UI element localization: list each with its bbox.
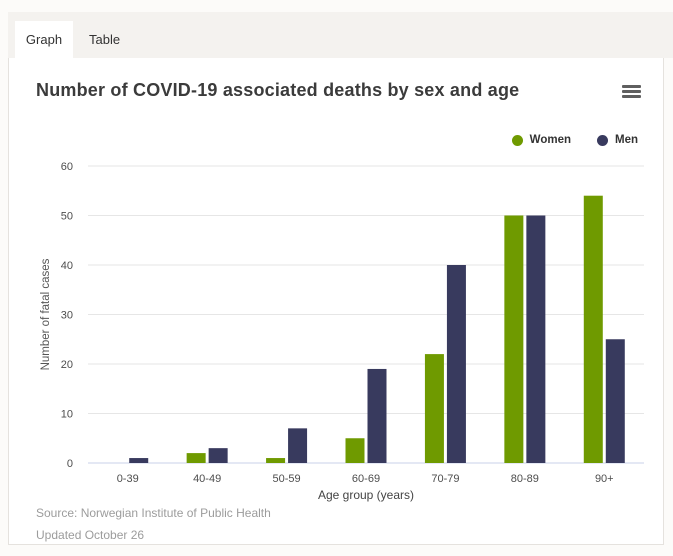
x-tick-label: 70-79 — [431, 473, 459, 485]
x-tick-label: 80-89 — [511, 473, 539, 485]
bar-men-70-79[interactable] — [446, 265, 466, 463]
bar-women-40-49[interactable] — [186, 453, 206, 463]
y-tick-label: 50 — [61, 211, 73, 223]
bar-men-90+[interactable] — [605, 339, 625, 463]
tab-table[interactable]: Table — [89, 32, 121, 47]
bar-women-50-59[interactable] — [266, 458, 286, 463]
tab-graph[interactable]: Graph — [15, 21, 73, 58]
y-tick-label: 10 — [61, 409, 73, 421]
chart-title: Number of COVID-19 associated deaths by … — [36, 80, 520, 100]
chart-legend: Women Men — [511, 134, 638, 146]
hamburger-menu-icon[interactable] — [622, 85, 641, 98]
legend-item-women[interactable]: Women — [511, 134, 571, 146]
women-series-dot-icon — [511, 134, 523, 146]
y-tick-label: 20 — [61, 359, 73, 371]
legend-label-women: Women — [529, 134, 571, 146]
y-tick-label: 60 — [61, 161, 73, 173]
tab-bar: Graph Table — [8, 12, 673, 58]
chart-footer: Source: Norwegian Institute of Public He… — [36, 502, 271, 546]
legend-label-men: Men — [615, 134, 638, 146]
y-tick-label: 40 — [61, 260, 73, 272]
bar-chart: 0 10 20 30 40 50 60 0-39 40-49 50-59 60-69 70-79 80-… — [40, 161, 644, 502]
bar-women-90+[interactable] — [583, 195, 603, 463]
x-tick-label: 60-69 — [352, 473, 380, 485]
bar-men-80-89[interactable] — [526, 215, 546, 464]
x-tick-label: 90+ — [595, 473, 614, 485]
bar-men-0-39[interactable] — [129, 458, 149, 463]
y-tick-label: 0 — [67, 458, 73, 470]
bar-women-70-79[interactable] — [424, 354, 444, 463]
men-series-dot-icon — [597, 134, 608, 146]
chart-panel: Number of COVID-19 associated deaths by … — [8, 58, 664, 545]
x-tick-label: 40-49 — [193, 473, 221, 485]
bar-women-80-89[interactable] — [504, 215, 524, 464]
x-axis-title: Age group (years) — [318, 488, 414, 502]
legend-item-men[interactable]: Men — [597, 134, 638, 146]
bar-men-60-69[interactable] — [367, 368, 387, 463]
bar-women-60-69[interactable] — [345, 438, 365, 463]
x-tick-label: 0-39 — [117, 473, 139, 485]
x-tick-label: 50-59 — [273, 473, 301, 485]
y-tick-label: 30 — [61, 310, 73, 322]
bar-men-40-49[interactable] — [208, 448, 228, 463]
bar-men-50-59[interactable] — [288, 428, 308, 463]
source-text: Source: Norwegian Institute of Public He… — [36, 506, 271, 520]
updated-text: Updated October 26 — [36, 528, 145, 542]
y-axis-title: Number of fatal cases — [40, 258, 52, 370]
